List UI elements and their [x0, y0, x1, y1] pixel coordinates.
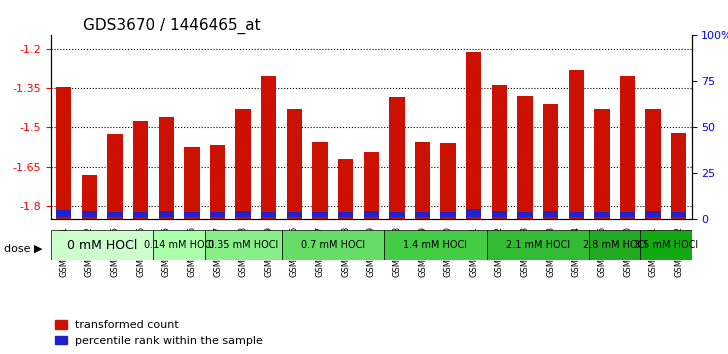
FancyBboxPatch shape: [154, 230, 205, 260]
Bar: [107, 134, 123, 219]
Bar: [569, 70, 584, 219]
Bar: [389, 97, 405, 219]
Bar: [82, 211, 97, 217]
Text: 0 mM HOCl: 0 mM HOCl: [67, 239, 138, 252]
Bar: [261, 212, 277, 217]
Bar: [235, 211, 251, 217]
Text: GDS3670 / 1446465_at: GDS3670 / 1446465_at: [83, 18, 261, 34]
Bar: [671, 133, 687, 219]
Bar: [646, 211, 661, 217]
Bar: [543, 211, 558, 217]
Text: 0.14 mM HOCl: 0.14 mM HOCl: [144, 240, 214, 250]
Bar: [543, 104, 558, 219]
FancyBboxPatch shape: [205, 230, 282, 260]
Bar: [389, 212, 405, 217]
Bar: [184, 212, 199, 217]
FancyBboxPatch shape: [51, 230, 154, 260]
Bar: [210, 144, 225, 219]
Bar: [466, 52, 481, 219]
Bar: [107, 212, 123, 217]
Bar: [363, 153, 379, 219]
FancyBboxPatch shape: [589, 230, 641, 260]
Bar: [312, 212, 328, 217]
Bar: [338, 159, 353, 219]
Bar: [518, 212, 533, 217]
Bar: [159, 117, 174, 219]
Bar: [184, 147, 199, 219]
FancyBboxPatch shape: [641, 230, 692, 260]
Bar: [338, 212, 353, 217]
Bar: [210, 212, 225, 217]
Bar: [312, 142, 328, 219]
Text: 0.7 mM HOCl: 0.7 mM HOCl: [301, 240, 365, 250]
Bar: [594, 212, 609, 217]
Bar: [466, 209, 481, 217]
Bar: [415, 212, 430, 217]
Bar: [56, 210, 71, 217]
Bar: [287, 109, 302, 219]
Bar: [133, 121, 149, 219]
Bar: [415, 142, 430, 219]
Bar: [133, 212, 149, 217]
Bar: [671, 212, 687, 217]
Bar: [440, 143, 456, 219]
Bar: [491, 211, 507, 217]
Bar: [646, 109, 661, 219]
Bar: [56, 87, 71, 219]
Text: 3.5 mM HOCl: 3.5 mM HOCl: [634, 240, 698, 250]
FancyBboxPatch shape: [384, 230, 486, 260]
Bar: [261, 76, 277, 219]
Bar: [491, 85, 507, 219]
FancyBboxPatch shape: [282, 230, 384, 260]
Text: 2.1 mM HOCl: 2.1 mM HOCl: [506, 240, 570, 250]
Bar: [363, 211, 379, 217]
Bar: [620, 76, 636, 219]
Legend: transformed count, percentile rank within the sample: transformed count, percentile rank withi…: [51, 316, 268, 350]
Text: 1.4 mM HOCl: 1.4 mM HOCl: [403, 240, 467, 250]
FancyBboxPatch shape: [486, 230, 589, 260]
Bar: [594, 109, 609, 219]
Bar: [287, 212, 302, 217]
Bar: [235, 109, 251, 219]
Bar: [518, 96, 533, 219]
Text: dose ▶: dose ▶: [4, 244, 42, 254]
Bar: [159, 211, 174, 217]
Bar: [440, 212, 456, 217]
Text: 2.8 mM HOCl: 2.8 mM HOCl: [582, 240, 646, 250]
Bar: [620, 212, 636, 217]
Text: 0.35 mM HOCl: 0.35 mM HOCl: [208, 240, 278, 250]
Bar: [82, 175, 97, 219]
Bar: [569, 212, 584, 217]
